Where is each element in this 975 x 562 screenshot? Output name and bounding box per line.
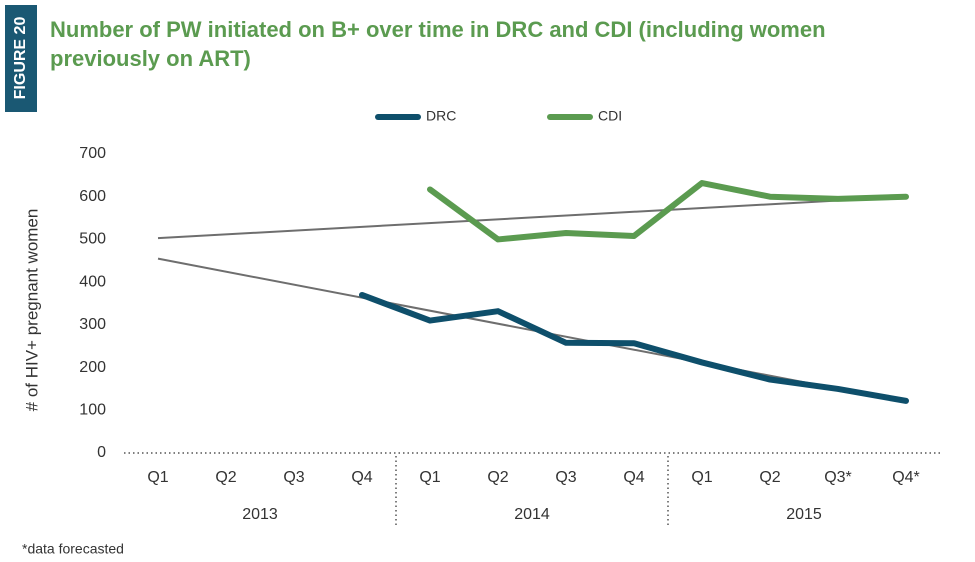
legend-label: DRC [426,108,456,124]
y-tick-label: 700 [79,145,106,162]
y-tick-label: 600 [79,188,106,205]
x-tick-label: Q4 [623,469,644,486]
footnote: *data forecasted [22,541,124,557]
x-tick-label: Q2 [759,469,780,486]
data-line [427,180,909,243]
y-tick-label: 200 [79,359,106,376]
figure-label: FIGURE 20 [12,17,29,100]
x-tick-label: Q3 [283,469,304,486]
y-tick-label: 300 [79,316,106,333]
year-label: 2013 [242,506,278,523]
x-tick-label: Q1 [691,469,712,486]
x-tick-label: Q4 [351,469,372,486]
y-tick-label: 100 [79,402,106,419]
legend-label: CDI [598,108,622,124]
x-tick-label: Q2 [215,469,236,486]
x-tick-label: Q3* [824,469,852,486]
x-tick-label: Q3 [555,469,576,486]
chart-title: Number of PW initiated on B+ over time i… [50,17,826,42]
y-tick-label: 500 [79,231,106,248]
x-tick-label: Q1 [419,469,440,486]
y-tick-label: 400 [79,273,106,290]
x-tick-label: Q2 [487,469,508,486]
x-tick-label: Q1 [147,469,168,486]
y-axis-label: # of HIV+ pregnant women [22,209,41,412]
year-label: 2014 [514,506,550,523]
y-tick-label: 0 [97,444,106,461]
figure-box [5,5,37,112]
x-tick-label: Q4* [892,469,920,486]
data-line [359,291,909,404]
chart-title: previously on ART) [50,46,251,71]
year-label: 2015 [786,506,822,523]
trend-line [157,195,907,240]
